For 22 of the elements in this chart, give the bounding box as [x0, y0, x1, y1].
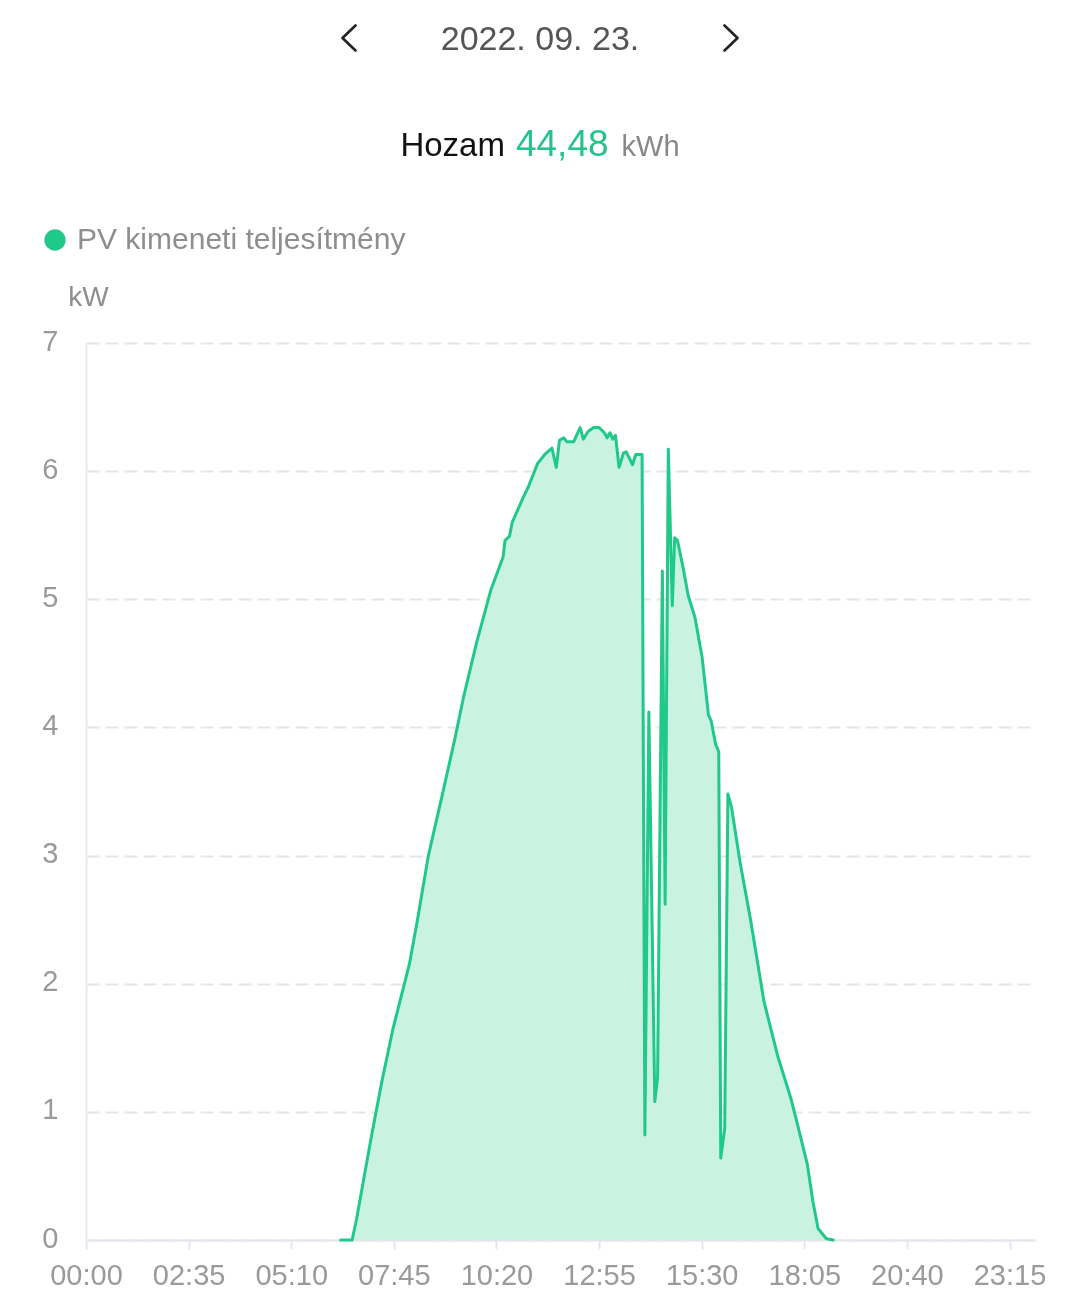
x-tick-label: 12:55: [563, 1258, 636, 1291]
y-tick-label: 7: [42, 324, 59, 357]
x-tick-label: 15:30: [665, 1258, 739, 1291]
x-tick-label: 05:10: [255, 1258, 329, 1291]
x-tick-label: 20:40: [871, 1258, 944, 1291]
y-tick-label: 0: [42, 1221, 59, 1254]
x-tick-label: 23:15: [973, 1258, 1047, 1291]
y-tick-label: 3: [42, 837, 59, 870]
x-tick-label: 00:00: [50, 1258, 123, 1291]
y-axis-title: kW: [68, 280, 110, 312]
x-tick-label: 10:20: [460, 1258, 534, 1291]
x-tick-label: 18:05: [768, 1258, 842, 1291]
x-tick-label: 07:45: [358, 1258, 431, 1291]
y-tick-label: 5: [42, 580, 59, 613]
x-tick-label: 02:35: [152, 1258, 226, 1291]
legend-label: PV kimeneti teljesítmény: [77, 222, 406, 255]
y-tick-label: 6: [42, 452, 59, 485]
y-tick-label: 2: [42, 965, 59, 998]
y-tick-label: 1: [42, 1093, 59, 1126]
chart-subtitle: Hozam 44,48 kWh: [400, 122, 680, 166]
chart-title: 2022. 09. 23.: [440, 18, 640, 58]
y-tick-label: 4: [42, 708, 59, 741]
